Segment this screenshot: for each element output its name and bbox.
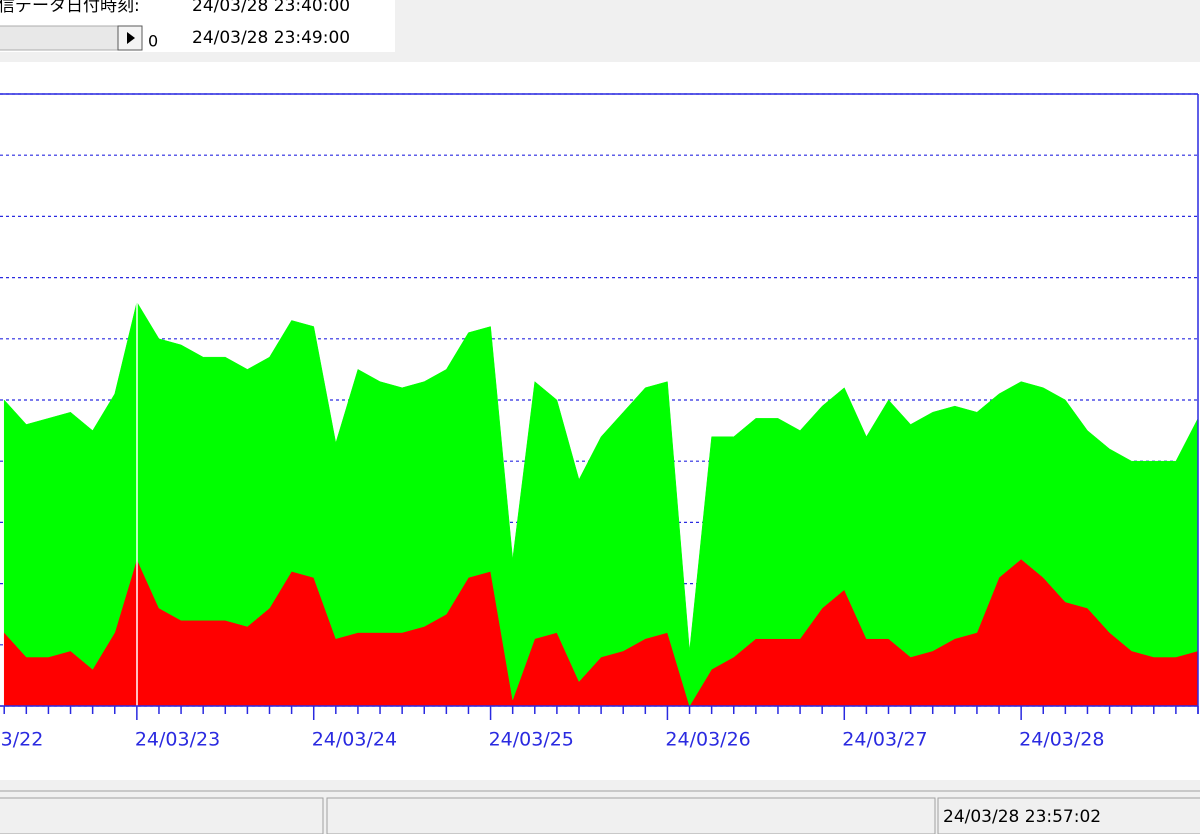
x-tick-label: 24/03/25 [489,729,574,751]
status-panel [0,797,324,834]
time-end: 24/03/28 23:49:00 [192,28,350,48]
x-tick-label: 24/03/22 [0,729,43,751]
arrow-icon [127,32,135,44]
slider-button[interactable] [117,25,143,51]
x-tick-label: 24/03/23 [135,729,220,751]
slider-track[interactable] [0,25,119,51]
x-tick-label: 24/03/28 [1019,729,1104,751]
x-tick-label: 24/03/27 [842,729,927,751]
status-panel [937,797,1200,834]
x-tick-label: 24/03/24 [312,729,397,751]
plot: 24/03/22 24/03/23 24/03/24 24/03/25 24/03/26… [0,93,1199,751]
slider-value: 0 [148,32,158,51]
status-panel [326,797,936,834]
header-label: 信データ日付時刻: [0,0,140,16]
status-bar [0,790,1200,834]
time-start: 24/03/28 23:40:00 [192,0,350,16]
x-tick-label: 24/03/26 [665,729,750,751]
status-time: 24/03/28 23:57:02 [943,807,1101,827]
